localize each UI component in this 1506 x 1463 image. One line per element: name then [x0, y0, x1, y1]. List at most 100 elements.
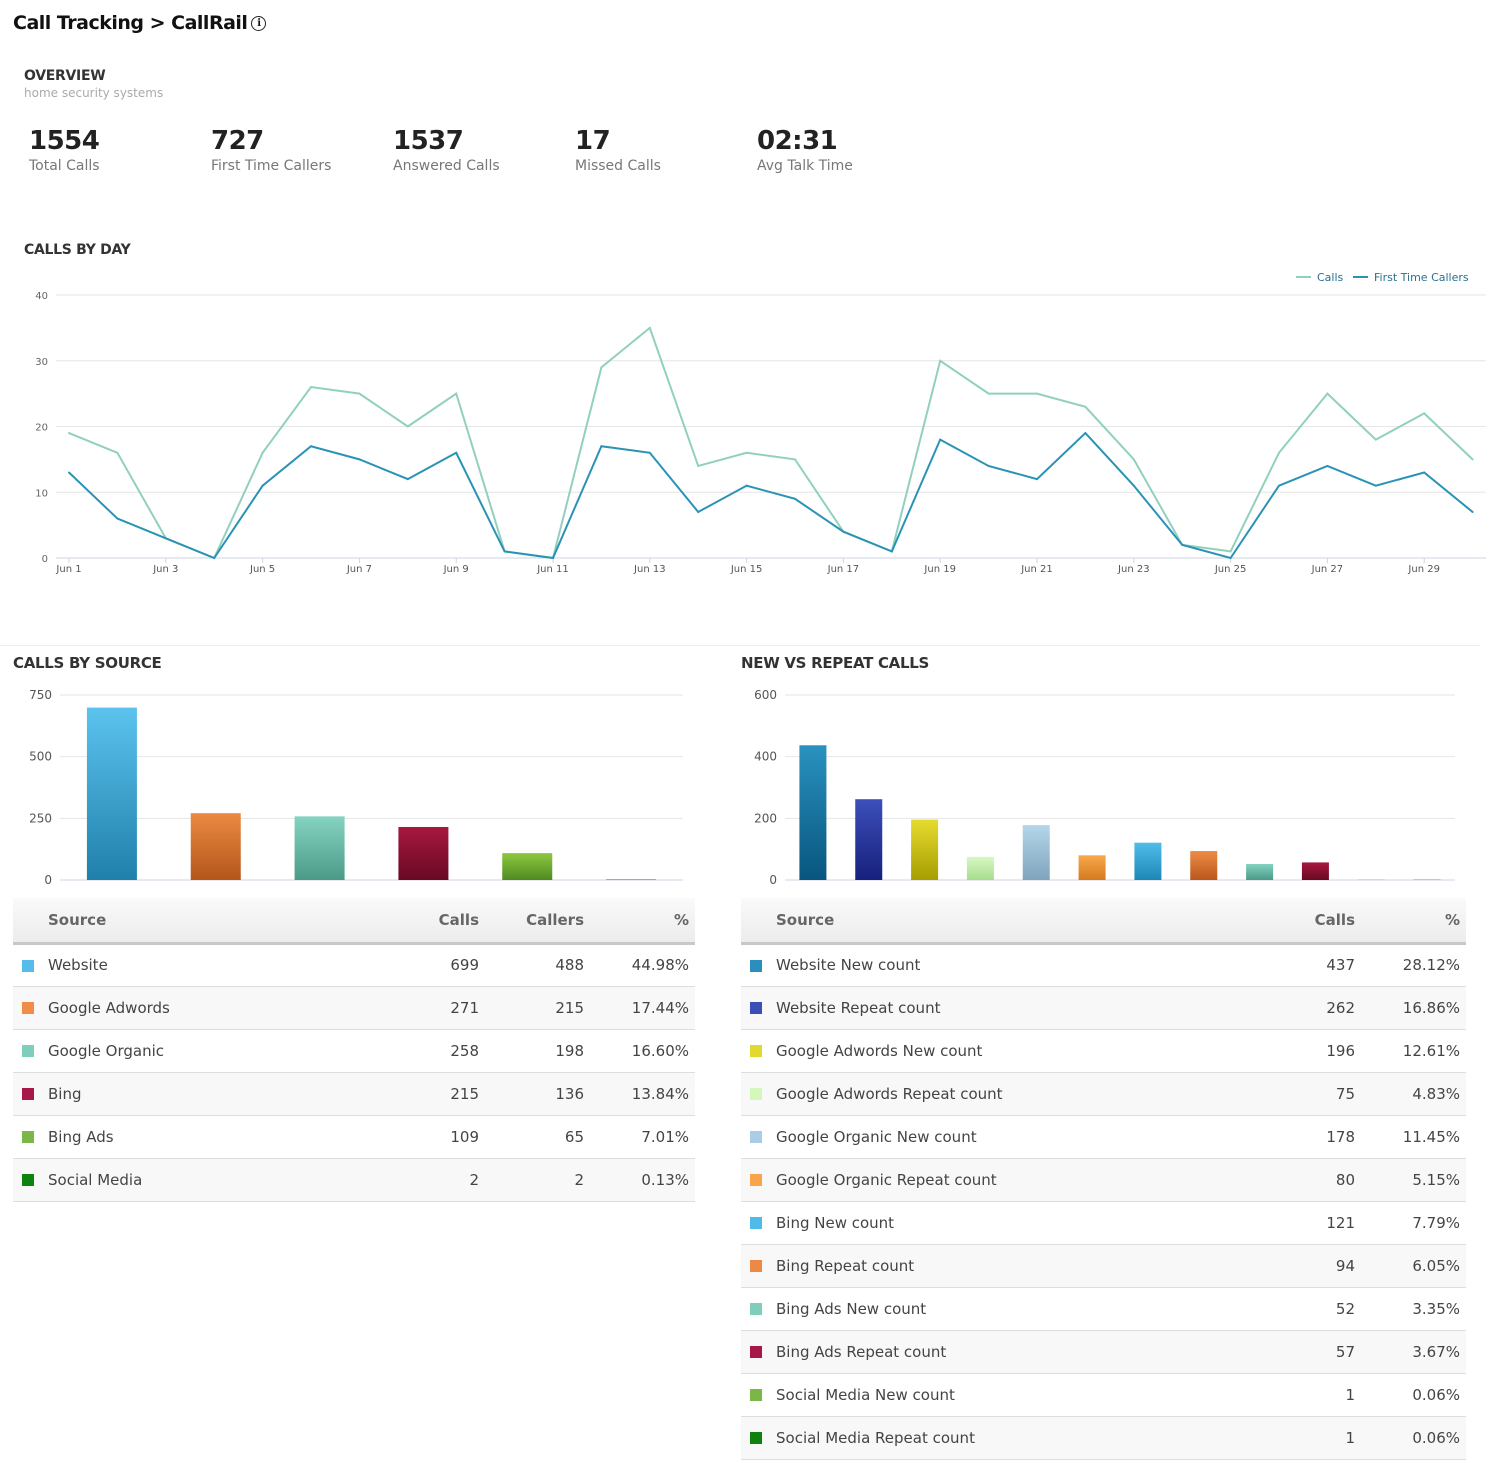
source-label: Website Repeat count: [776, 998, 941, 1017]
table-row[interactable]: Bing 215 136 13.84%: [13, 1072, 695, 1116]
table-row[interactable]: Website 699 488 44.98%: [13, 943, 695, 987]
data-point: [939, 438, 942, 441]
legend-label: Calls: [1317, 271, 1344, 284]
info-icon[interactable]: i: [251, 15, 267, 31]
kpi-label: Answered Calls: [393, 158, 500, 174]
data-point: [116, 517, 119, 520]
bar-website-new-count: [799, 745, 827, 880]
data-point: [1036, 392, 1038, 395]
data-point: [1471, 510, 1474, 513]
kpi-label: Total Calls: [29, 158, 100, 174]
col-pct[interactable]: %: [590, 898, 695, 945]
data-point: [213, 557, 216, 559]
x-tick-label: Jun 21: [1020, 564, 1053, 575]
callers-cell: 136: [485, 1072, 590, 1116]
y-tick-label: 0: [42, 554, 48, 565]
legend-swatch-icon: [750, 1389, 762, 1401]
table-row[interactable]: Social Media Repeat count 1 0.06%: [741, 1416, 1466, 1460]
table-row[interactable]: Google Organic Repeat count 80 5.15%: [741, 1158, 1466, 1202]
bar-website: [86, 707, 137, 880]
source-cell: Google Adwords New count: [741, 1029, 1251, 1073]
legend-swatch-icon: [750, 1002, 762, 1014]
source-cell: Social Media Repeat count: [741, 1416, 1251, 1460]
table-row[interactable]: Website Repeat count 262 16.86%: [741, 986, 1466, 1030]
source-label: Google Adwords Repeat count: [776, 1084, 1003, 1103]
col-calls[interactable]: Calls: [1251, 898, 1361, 945]
kpi-value: 727: [211, 126, 264, 156]
table-row[interactable]: Bing Ads Repeat count 57 3.67%: [741, 1330, 1466, 1374]
legend-label: First Time Callers: [1374, 271, 1469, 284]
data-point: [794, 497, 796, 500]
table-row[interactable]: Google Adwords Repeat count 75 4.83%: [741, 1072, 1466, 1116]
table-row[interactable]: Bing New count 121 7.79%: [741, 1201, 1466, 1245]
source-label: Bing: [48, 1084, 82, 1103]
kpi-avg-talk-time: 02:31 Avg Talk Time: [757, 126, 853, 174]
legend-swatch-icon: [22, 1174, 34, 1186]
source-cell: Bing Repeat count: [741, 1244, 1251, 1288]
bar-bing-ads: [502, 853, 553, 880]
pct-cell: 16.86%: [1361, 986, 1466, 1030]
table-row[interactable]: Google Organic 258 198 16.60%: [13, 1029, 695, 1073]
col-callers[interactable]: Callers: [485, 898, 590, 945]
data-point: [1181, 543, 1184, 546]
data-point: [455, 392, 458, 395]
table-row[interactable]: Social Media 2 2 0.13%: [13, 1158, 695, 1202]
data-point: [1423, 471, 1426, 474]
x-tick-label: Jun 25: [1214, 564, 1247, 575]
series-line-0: [68, 326, 1474, 560]
pct-cell: 6.05%: [1361, 1244, 1466, 1288]
calls-cell: 262: [1251, 986, 1361, 1030]
y-tick-label: 0: [769, 873, 777, 887]
col-pct[interactable]: %: [1361, 898, 1466, 945]
data-point: [406, 425, 409, 428]
kpi-label: Missed Calls: [575, 158, 661, 174]
col-source[interactable]: Source: [13, 898, 375, 945]
data-point: [261, 451, 264, 454]
source-label: Google Adwords: [48, 998, 170, 1017]
calls-cell: 1: [1251, 1416, 1361, 1460]
pct-cell: 0.13%: [590, 1158, 695, 1202]
legend-swatch-icon: [750, 1217, 762, 1229]
x-tick-label: Jun 29: [1407, 564, 1440, 575]
data-point: [1084, 432, 1087, 435]
table-row[interactable]: Google Adwords New count 196 12.61%: [741, 1029, 1466, 1073]
table-row[interactable]: Website New count 437 28.12%: [741, 943, 1466, 987]
legend-swatch-icon: [22, 1045, 34, 1057]
bar-google-organic: [294, 816, 345, 880]
new-vs-repeat-heading: NEW VS REPEAT CALLS: [741, 654, 929, 672]
table-row[interactable]: Social Media New count 1 0.06%: [741, 1373, 1466, 1417]
bar-bing-repeat-count: [1190, 851, 1218, 880]
table-row[interactable]: Bing Repeat count 94 6.05%: [741, 1244, 1466, 1288]
data-point: [1374, 484, 1377, 487]
x-tick-label: Jun 23: [1117, 564, 1150, 575]
data-point: [987, 464, 990, 467]
data-point: [600, 366, 603, 369]
table-row[interactable]: Google Organic New count 178 11.45%: [741, 1115, 1466, 1159]
table-row[interactable]: Google Adwords 271 215 17.44%: [13, 986, 695, 1030]
bar-google-adwords-repeat-count: [966, 856, 994, 880]
source-label: Social Media Repeat count: [776, 1428, 975, 1447]
source-cell: Website New count: [741, 943, 1251, 987]
table-row[interactable]: Bing Ads New count 52 3.35%: [741, 1287, 1466, 1331]
data-point: [648, 451, 651, 454]
legend-swatch-icon: [750, 959, 762, 972]
source-cell: Bing New count: [741, 1201, 1251, 1245]
data-point: [261, 484, 264, 487]
bar-website-repeat-count: [855, 799, 883, 880]
y-tick-label: 750: [29, 688, 52, 702]
x-tick-label: Jun 17: [827, 564, 860, 575]
col-calls[interactable]: Calls: [375, 898, 485, 945]
bar-bing-ads-new-count: [1246, 863, 1274, 880]
x-tick-label: Jun 5: [249, 564, 275, 575]
table-row[interactable]: Bing Ads 109 65 7.01%: [13, 1115, 695, 1159]
x-tick-label: Jun 11: [536, 564, 569, 575]
source-cell: Google Organic New count: [741, 1115, 1251, 1159]
legend-swatch-icon: [750, 1174, 762, 1186]
legend-swatch-icon: [750, 1088, 762, 1100]
source-label: Google Organic: [48, 1041, 165, 1060]
data-point: [842, 530, 845, 533]
calls-cell: 196: [1251, 1029, 1361, 1073]
legend-swatch-icon: [22, 1088, 34, 1100]
source-cell: Google Adwords Repeat count: [741, 1072, 1251, 1116]
col-source[interactable]: Source: [741, 898, 1251, 945]
